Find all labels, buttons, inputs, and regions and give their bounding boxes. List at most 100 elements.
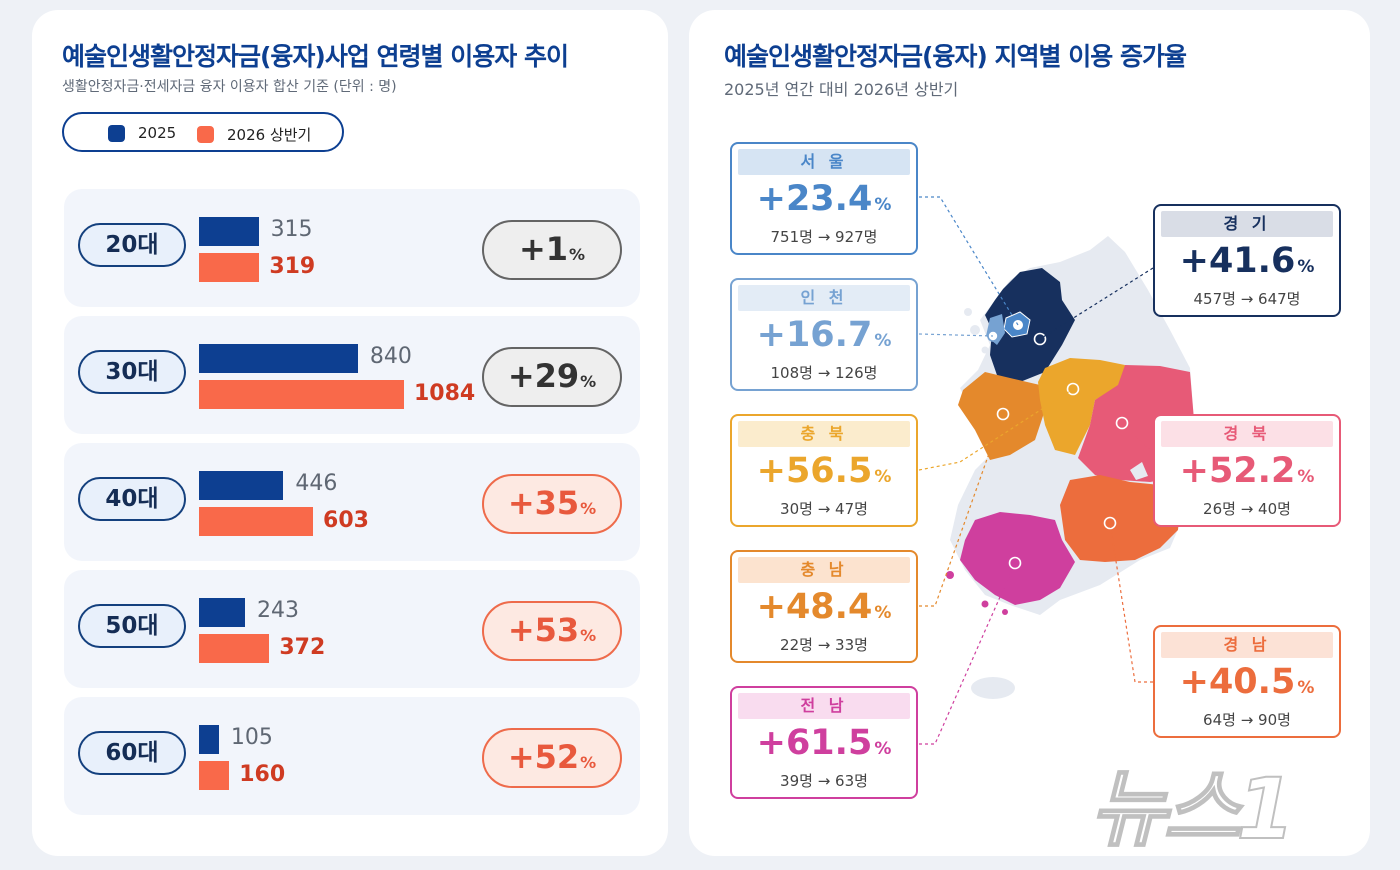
- region-user-count: 751명 → 927명: [770, 228, 878, 246]
- growth-rate-badge: +1%: [482, 220, 622, 280]
- region-growth-value: +52.2: [1179, 451, 1296, 491]
- legend-label-2026: 2026 상반기: [227, 126, 312, 144]
- age-label: 60대: [78, 731, 186, 775]
- region-growth-unit: %: [1297, 257, 1315, 277]
- region-growth-unit: %: [1297, 678, 1315, 698]
- region-name: 경 기: [1161, 211, 1333, 237]
- region-name: 경 북: [1161, 421, 1333, 447]
- region-growth-rate: +40.5%: [1155, 661, 1339, 709]
- age-row: 50대 243 372 +53%: [64, 570, 640, 688]
- growth-rate-value: +52: [507, 738, 580, 776]
- bar-2026: [199, 761, 230, 790]
- region-card-incheon: 인 천 +16.7% 108명 → 126명: [730, 278, 918, 391]
- region-name: 경 남: [1161, 632, 1333, 658]
- leader-incheon: [918, 333, 994, 337]
- region-growth-unit: %: [874, 739, 892, 759]
- region-growth-unit: %: [874, 331, 892, 351]
- region-card-chungnam: 충 남 +48.4% 22명 → 33명: [730, 550, 918, 663]
- legend-swatch-2026: [197, 126, 214, 143]
- bar-2025: [199, 598, 245, 627]
- age-label: 40대: [78, 477, 186, 521]
- region-card-seoul: 서 울 +23.4% 751명 → 927명: [730, 142, 918, 255]
- value-label-2025: 446: [295, 471, 338, 496]
- region-card-gyeonggi: 경 기 +41.6% 457명 → 647명: [1153, 204, 1341, 317]
- region-user-count: 26명 → 40명: [1203, 500, 1291, 518]
- marker-jeonnam: [1008, 556, 1022, 570]
- marker-gyeongbuk: [1115, 416, 1129, 430]
- age-chart-title: 예술인생활안정자금(융자)사업 연령별 이용자 추이: [62, 42, 569, 71]
- bar-2025: [199, 217, 259, 246]
- region-user-count: 457명 → 647명: [1193, 290, 1301, 308]
- value-label-2026: 160: [239, 762, 286, 787]
- value-label-2025: 315: [270, 217, 313, 242]
- age-label: 30대: [78, 350, 186, 394]
- value-label-2025: 243: [256, 598, 299, 623]
- region-growth-value: +40.5: [1179, 662, 1296, 702]
- value-label-2026: 1084: [414, 381, 476, 406]
- bar-2025: [199, 725, 219, 754]
- map-jeonnam-island-1: [946, 571, 954, 579]
- region-user-count: 64명 → 90명: [1203, 711, 1291, 729]
- region-chart-title: 예술인생활안정자금(융자) 지역별 이용 증가율: [724, 42, 1187, 71]
- value-label-2025: 105: [230, 725, 273, 750]
- region-user-count: 108명 → 126명: [770, 364, 878, 382]
- marker-chungbuk: [1066, 382, 1080, 396]
- region-growth-unit: %: [874, 195, 892, 215]
- region-user-count: 39명 → 63명: [780, 772, 868, 790]
- map-jeonnam-island-3: [1002, 609, 1008, 615]
- region-growth-rate: +23.4%: [732, 178, 916, 226]
- bar-2026: [199, 253, 260, 282]
- map-region-chungbuk: [1038, 358, 1125, 455]
- value-label-2026: 603: [323, 508, 369, 533]
- map-region-chungnam: [958, 372, 1045, 460]
- value-label-2026: 319: [269, 254, 316, 279]
- marker-chungnam: [996, 407, 1010, 421]
- map-ulleung-shape: [1130, 462, 1148, 480]
- map-island-2: [970, 325, 980, 335]
- value-label-2026: 372: [279, 635, 326, 660]
- region-name: 충 북: [738, 421, 910, 447]
- bar-2026: [199, 634, 270, 663]
- region-growth-rate: +52.2%: [1155, 450, 1339, 498]
- region-growth-value: +23.4: [756, 179, 873, 219]
- age-label: 20대: [78, 223, 186, 267]
- region-card-jeonnam: 전 남 +61.5% 39명 → 63명: [730, 686, 918, 799]
- leader-gyeongbuk: [1121, 422, 1156, 456]
- region-card-gyeongnam: 경 남 +40.5% 64명 → 90명: [1153, 625, 1341, 738]
- legend-swatch-2025: [108, 124, 125, 142]
- age-chart-subtitle: 생활안정자금·전세자금 융자 이용자 합산 기준 (단위 : 명): [62, 79, 397, 95]
- leader-chungnam: [919, 413, 1004, 607]
- age-label: 50대: [78, 604, 186, 648]
- region-growth-unit: %: [874, 603, 892, 623]
- growth-rate-badge: +53%: [482, 601, 622, 661]
- map-jeju: [971, 677, 1015, 699]
- growth-rate-badge: +52%: [482, 728, 622, 788]
- growth-rate-unit: %: [569, 245, 586, 264]
- legend-label-2025: 2025: [138, 124, 177, 142]
- region-growth-rate: +56.5%: [732, 450, 916, 498]
- map-region-gyeonggi: [985, 268, 1075, 382]
- growth-rate-unit: %: [580, 626, 597, 645]
- region-name: 전 남: [738, 693, 910, 719]
- bar-2026: [199, 380, 404, 409]
- region-user-count: 22명 → 33명: [780, 636, 868, 654]
- region-name: 충 남: [738, 557, 910, 583]
- map-island-3: [981, 346, 989, 354]
- region-growth-value: +48.4: [756, 587, 873, 627]
- region-growth-rate: +16.7%: [732, 314, 916, 362]
- growth-rate-unit: %: [580, 753, 597, 772]
- region-growth-rate: +61.5%: [732, 722, 916, 770]
- leader-gyeongnam: [1109, 522, 1153, 683]
- bar-2026: [199, 507, 314, 536]
- marker-gyeonggi: [1033, 332, 1047, 346]
- region-growth-value: +56.5: [756, 451, 873, 491]
- growth-rate-value: +1: [518, 230, 569, 268]
- region-growth-value: +61.5: [756, 723, 873, 763]
- region-growth-unit: %: [874, 467, 892, 487]
- region-growth-rate: +41.6%: [1155, 240, 1339, 288]
- bar-2025: [199, 344, 358, 373]
- legend-item-2025: 2025: [108, 124, 176, 142]
- legend-item-2026: 2026 상반기: [197, 124, 311, 145]
- age-row: 40대 446 603 +35%: [64, 443, 640, 561]
- region-growth-unit: %: [1297, 467, 1315, 487]
